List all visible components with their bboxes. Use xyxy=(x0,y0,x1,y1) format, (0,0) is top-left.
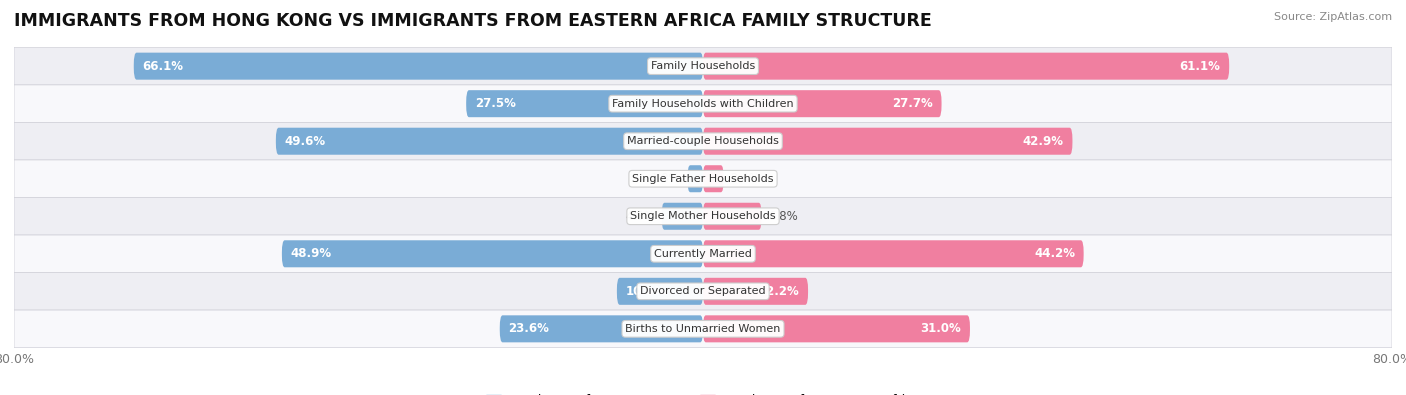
Text: 4.8%: 4.8% xyxy=(626,210,655,223)
FancyBboxPatch shape xyxy=(662,203,703,230)
Text: Divorced or Separated: Divorced or Separated xyxy=(640,286,766,296)
Text: Married-couple Households: Married-couple Households xyxy=(627,136,779,146)
FancyBboxPatch shape xyxy=(703,278,808,305)
FancyBboxPatch shape xyxy=(281,240,703,267)
Text: Family Households with Children: Family Households with Children xyxy=(612,99,794,109)
FancyBboxPatch shape xyxy=(499,315,703,342)
FancyBboxPatch shape xyxy=(14,160,1392,198)
FancyBboxPatch shape xyxy=(14,198,1392,235)
Text: 1.8%: 1.8% xyxy=(651,172,681,185)
FancyBboxPatch shape xyxy=(617,278,703,305)
FancyBboxPatch shape xyxy=(14,122,1392,160)
Text: 44.2%: 44.2% xyxy=(1033,247,1076,260)
FancyBboxPatch shape xyxy=(703,165,724,192)
Text: 27.5%: 27.5% xyxy=(475,97,516,110)
Text: Single Mother Households: Single Mother Households xyxy=(630,211,776,221)
Text: Currently Married: Currently Married xyxy=(654,249,752,259)
FancyBboxPatch shape xyxy=(688,165,703,192)
Text: 61.1%: 61.1% xyxy=(1180,60,1220,73)
Legend: Immigrants from Hong Kong, Immigrants from Eastern Africa: Immigrants from Hong Kong, Immigrants fr… xyxy=(485,394,921,395)
Text: 66.1%: 66.1% xyxy=(142,60,183,73)
Text: 42.9%: 42.9% xyxy=(1022,135,1064,148)
FancyBboxPatch shape xyxy=(467,90,703,117)
Text: Single Father Households: Single Father Households xyxy=(633,174,773,184)
Text: 48.9%: 48.9% xyxy=(291,247,332,260)
Text: 49.6%: 49.6% xyxy=(284,135,326,148)
FancyBboxPatch shape xyxy=(703,128,1073,155)
Text: 27.7%: 27.7% xyxy=(893,97,934,110)
FancyBboxPatch shape xyxy=(703,53,1229,80)
FancyBboxPatch shape xyxy=(14,273,1392,310)
Text: 31.0%: 31.0% xyxy=(921,322,962,335)
FancyBboxPatch shape xyxy=(14,235,1392,273)
Text: 2.4%: 2.4% xyxy=(731,172,761,185)
Text: 6.8%: 6.8% xyxy=(769,210,799,223)
FancyBboxPatch shape xyxy=(703,240,1084,267)
FancyBboxPatch shape xyxy=(703,203,762,230)
FancyBboxPatch shape xyxy=(14,47,1392,85)
Text: Source: ZipAtlas.com: Source: ZipAtlas.com xyxy=(1274,12,1392,22)
Text: 12.2%: 12.2% xyxy=(759,285,800,298)
Text: 23.6%: 23.6% xyxy=(509,322,550,335)
FancyBboxPatch shape xyxy=(276,128,703,155)
FancyBboxPatch shape xyxy=(14,310,1392,348)
Text: 10.0%: 10.0% xyxy=(626,285,666,298)
FancyBboxPatch shape xyxy=(703,90,942,117)
FancyBboxPatch shape xyxy=(703,315,970,342)
Text: Births to Unmarried Women: Births to Unmarried Women xyxy=(626,324,780,334)
Text: Family Households: Family Households xyxy=(651,61,755,71)
FancyBboxPatch shape xyxy=(14,85,1392,122)
Text: IMMIGRANTS FROM HONG KONG VS IMMIGRANTS FROM EASTERN AFRICA FAMILY STRUCTURE: IMMIGRANTS FROM HONG KONG VS IMMIGRANTS … xyxy=(14,12,932,30)
FancyBboxPatch shape xyxy=(134,53,703,80)
